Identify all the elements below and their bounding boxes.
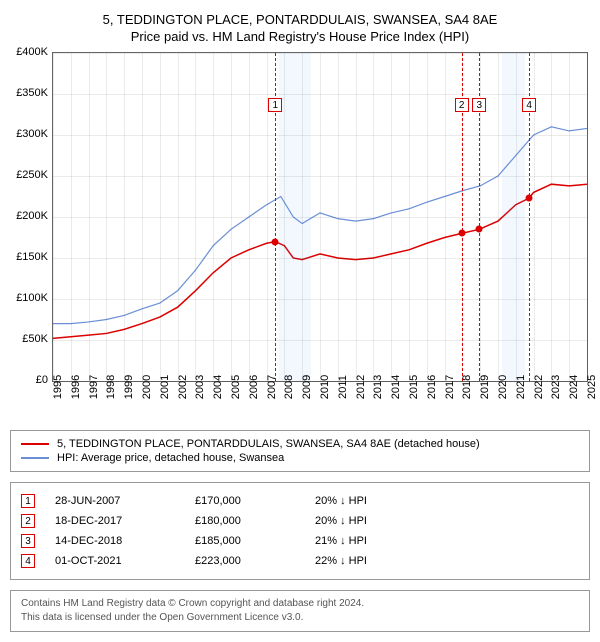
event-row-delta: 21% ↓ HPI [315, 535, 435, 547]
x-tick-label: 2010 [319, 375, 331, 399]
event-point [272, 238, 279, 245]
event-marker: 1 [268, 98, 282, 112]
event-row-date: 01-OCT-2021 [55, 555, 195, 567]
y-tick-label: £400K [16, 46, 48, 58]
x-tick-label: 2011 [337, 375, 349, 399]
x-tick-label: 1997 [88, 375, 100, 399]
legend-label: 5, TEDDINGTON PLACE, PONTARDDULAIS, SWAN… [57, 438, 480, 450]
y-tick-label: £100K [16, 292, 48, 304]
legend: 5, TEDDINGTON PLACE, PONTARDDULAIS, SWAN… [10, 430, 590, 472]
plot-area: 1 23 4 [52, 52, 588, 382]
x-tick-label: 2025 [586, 375, 598, 399]
event-row: 2 18-DEC-2017£180,00020% ↓ HPI [21, 511, 579, 531]
x-tick-label: 2013 [372, 375, 384, 399]
event-row: 1 28-JUN-2007£170,00020% ↓ HPI [21, 491, 579, 511]
x-tick-label: 2003 [194, 375, 206, 399]
event-marker: 2 [455, 98, 469, 112]
legend-label: HPI: Average price, detached house, Swan… [57, 452, 284, 464]
x-tick-label: 2006 [248, 375, 260, 399]
event-row-date: 18-DEC-2017 [55, 515, 195, 527]
x-tick-label: 1995 [52, 375, 64, 399]
event-row-marker: 4 [21, 554, 35, 568]
recession-band [279, 53, 311, 381]
x-tick-label: 1998 [105, 375, 117, 399]
event-row-delta: 20% ↓ HPI [315, 515, 435, 527]
event-row-marker: 1 [21, 494, 35, 508]
event-point [476, 226, 483, 233]
y-tick-label: £0 [36, 374, 48, 386]
chart-container: 5, TEDDINGTON PLACE, PONTARDDULAIS, SWAN… [10, 12, 590, 632]
x-tick-label: 2001 [159, 375, 171, 399]
event-row-price: £170,000 [195, 495, 315, 507]
x-tick-label: 2023 [550, 375, 562, 399]
x-tick-label: 2022 [533, 375, 545, 399]
x-tick-label: 2020 [497, 375, 509, 399]
attribution-line2: This data is licensed under the Open Gov… [21, 611, 579, 625]
event-row-date: 28-JUN-2007 [55, 495, 195, 507]
event-row: 4 01-OCT-2021£223,00022% ↓ HPI [21, 551, 579, 571]
y-tick-label: £200K [16, 210, 48, 222]
y-tick-label: £300K [16, 128, 48, 140]
legend-item: HPI: Average price, detached house, Swan… [21, 451, 579, 465]
x-tick-label: 2008 [283, 375, 295, 399]
event-point [458, 230, 465, 237]
x-tick-label: 2021 [515, 375, 527, 399]
x-tick-label: 2012 [355, 375, 367, 399]
chart-title-address: 5, TEDDINGTON PLACE, PONTARDDULAIS, SWAN… [10, 12, 590, 27]
x-tick-label: 2018 [461, 375, 473, 399]
x-tick-label: 2015 [408, 375, 420, 399]
attribution-line1: Contains HM Land Registry data © Crown c… [21, 597, 579, 611]
y-axis-labels: £0£50K£100K£150K£200K£250K£300K£350K£400… [10, 52, 52, 382]
x-tick-label: 2019 [479, 375, 491, 399]
x-tick-label: 2007 [266, 375, 278, 399]
x-tick-label: 2014 [390, 375, 402, 399]
x-tick-label: 2016 [426, 375, 438, 399]
chart-title-sub: Price paid vs. HM Land Registry's House … [10, 29, 590, 44]
legend-item: 5, TEDDINGTON PLACE, PONTARDDULAIS, SWAN… [21, 437, 579, 451]
y-tick-label: £150K [16, 251, 48, 263]
x-tick-label: 2002 [177, 375, 189, 399]
x-tick-label: 2024 [568, 375, 580, 399]
event-row: 3 14-DEC-2018£185,00021% ↓ HPI [21, 531, 579, 551]
event-row-delta: 22% ↓ HPI [315, 555, 435, 567]
event-row-delta: 20% ↓ HPI [315, 495, 435, 507]
x-tick-label: 2005 [230, 375, 242, 399]
event-row-date: 14-DEC-2018 [55, 535, 195, 547]
event-row-price: £185,000 [195, 535, 315, 547]
x-tick-label: 2004 [212, 375, 224, 399]
event-point [526, 195, 533, 202]
y-tick-label: £50K [22, 333, 48, 345]
event-marker: 4 [522, 98, 536, 112]
event-row-price: £223,000 [195, 555, 315, 567]
event-row-marker: 3 [21, 534, 35, 548]
attribution: Contains HM Land Registry data © Crown c… [10, 590, 590, 632]
x-tick-label: 2000 [141, 375, 153, 399]
x-axis-labels: 1995199619971998199920002001200220032004… [52, 387, 588, 422]
legend-swatch [21, 443, 49, 445]
event-row-marker: 2 [21, 514, 35, 528]
x-tick-label: 1999 [123, 375, 135, 399]
event-marker: 3 [472, 98, 486, 112]
y-tick-label: £350K [16, 87, 48, 99]
x-tick-label: 1996 [70, 375, 82, 399]
x-tick-label: 2009 [301, 375, 313, 399]
legend-swatch [21, 457, 49, 459]
y-tick-label: £250K [16, 169, 48, 181]
events-table: 1 28-JUN-2007£170,00020% ↓ HPI 2 18-DEC-201… [10, 482, 590, 580]
x-tick-label: 2017 [444, 375, 456, 399]
chart-area: £0£50K£100K£150K£200K£250K£300K£350K£400… [10, 52, 590, 422]
event-row-price: £180,000 [195, 515, 315, 527]
